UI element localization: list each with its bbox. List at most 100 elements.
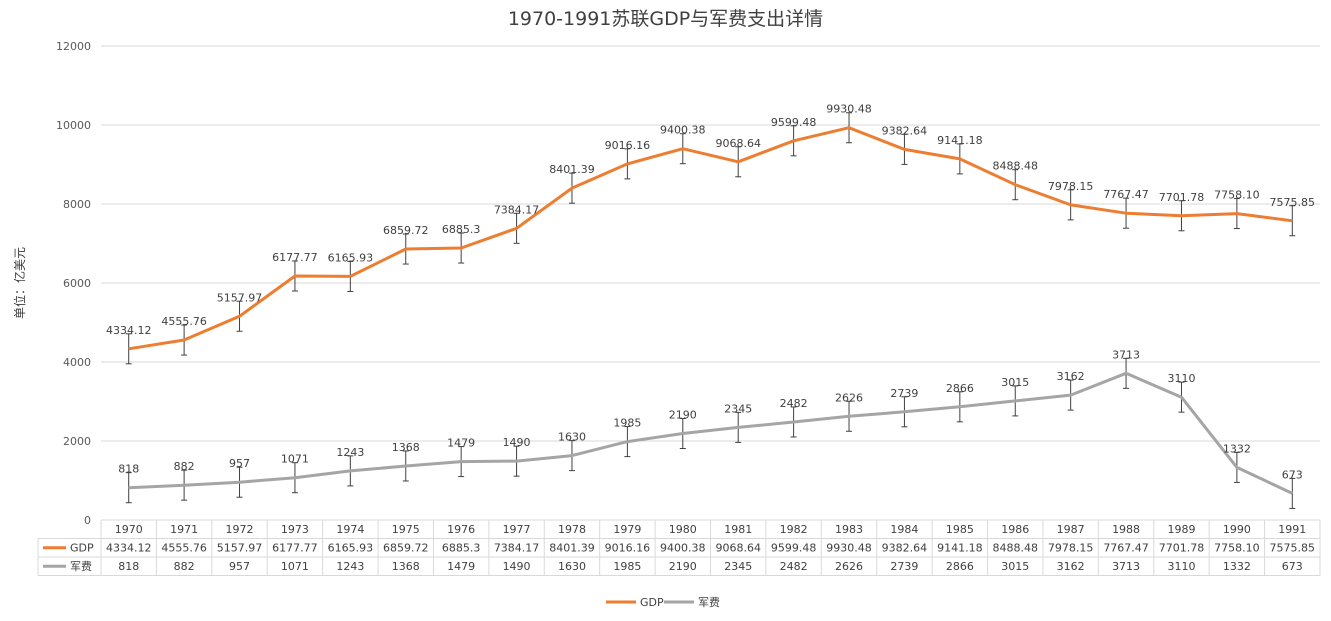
data-label-1-20: 1332 [1223, 442, 1251, 455]
data-label-0-4: 6165.93 [328, 251, 374, 264]
table-cell-1-8: 1630 [558, 560, 586, 573]
legend-label-0: GDP [640, 596, 664, 609]
table-cell-1-19: 3110 [1167, 560, 1195, 573]
y-tick-label-12000: 12000 [56, 40, 91, 53]
y-tick-label-6000: 6000 [63, 277, 91, 290]
table-cell-0-12: 9599.48 [771, 542, 817, 555]
data-label-1-9: 1985 [613, 417, 641, 430]
table-cell-1-21: 673 [1282, 560, 1303, 573]
table-cell-0-4: 6165.93 [328, 542, 374, 555]
data-label-0-15: 9141.18 [937, 134, 983, 147]
table-cell-0-16: 8488.48 [993, 542, 1039, 555]
data-label-0-12: 9599.48 [771, 116, 817, 129]
data-label-0-19: 7701.78 [1159, 191, 1205, 204]
table-cell-1-11: 2345 [724, 560, 752, 573]
data-label-1-1: 882 [174, 460, 195, 473]
table-cell-0-20: 7758.10 [1214, 542, 1260, 555]
data-label-1-16: 3015 [1001, 376, 1029, 389]
data-label-1-2: 957 [229, 457, 250, 470]
x-tick-label-1988: 1988 [1112, 523, 1140, 536]
x-tick-label-1989: 1989 [1167, 523, 1195, 536]
x-tick-label-1982: 1982 [780, 523, 808, 536]
table-cell-0-19: 7701.78 [1159, 542, 1205, 555]
data-label-0-5: 6859.72 [383, 224, 429, 237]
x-tick-label-1978: 1978 [558, 523, 586, 536]
data-label-1-17: 3162 [1057, 370, 1085, 383]
table-cell-1-4: 1243 [336, 560, 364, 573]
x-tick-label-1975: 1975 [392, 523, 420, 536]
table-cell-0-0: 4334.12 [106, 542, 152, 555]
table-cell-1-16: 3015 [1001, 560, 1029, 573]
data-label-1-5: 1368 [392, 441, 420, 454]
x-tick-label-1972: 1972 [226, 523, 254, 536]
x-tick-label-1986: 1986 [1001, 523, 1029, 536]
table-cell-1-15: 2866 [946, 560, 974, 573]
x-tick-label-1977: 1977 [503, 523, 531, 536]
x-tick-label-1973: 1973 [281, 523, 309, 536]
table-cell-0-2: 5157.97 [217, 542, 263, 555]
x-tick-label-1991: 1991 [1278, 523, 1306, 536]
data-label-1-10: 2190 [669, 408, 697, 421]
x-tick-label-1983: 1983 [835, 523, 863, 536]
table-cell-0-5: 6859.72 [383, 542, 429, 555]
table-cell-1-1: 882 [174, 560, 195, 573]
data-label-0-14: 9382.64 [882, 124, 928, 137]
data-label-0-8: 8401.39 [549, 163, 595, 176]
x-tick-label-1979: 1979 [613, 523, 641, 536]
table-cell-0-15: 9141.18 [937, 542, 983, 555]
table-cell-1-13: 2626 [835, 560, 863, 573]
y-tick-label-0: 0 [84, 514, 91, 527]
table-cell-1-7: 1490 [503, 560, 531, 573]
table-cell-0-1: 4555.76 [161, 542, 207, 555]
data-label-0-17: 7978.15 [1048, 180, 1094, 193]
data-label-0-9: 9016.16 [605, 139, 651, 152]
data-label-0-10: 9400.38 [660, 124, 706, 137]
data-label-1-14: 2739 [890, 387, 918, 400]
series-line-0 [128, 126, 1293, 351]
table-cell-1-12: 2482 [780, 560, 808, 573]
data-label-1-4: 1243 [336, 446, 364, 459]
data-label-0-2: 5157.97 [217, 291, 263, 304]
data-label-1-8: 1630 [558, 431, 586, 444]
y-axis-label: 单位：亿美元 [12, 247, 27, 319]
table-cell-0-8: 8401.39 [549, 542, 595, 555]
table-series-name-1: 军费 [70, 560, 92, 573]
table-cell-1-17: 3162 [1057, 560, 1085, 573]
data-label-0-7: 7384.17 [494, 203, 540, 216]
table-cell-1-10: 2190 [669, 560, 697, 573]
data-label-0-21: 7575.85 [1270, 196, 1316, 209]
table-cell-1-18: 3713 [1112, 560, 1140, 573]
table-cell-0-11: 9068.64 [715, 542, 761, 555]
x-tick-label-1984: 1984 [890, 523, 918, 536]
table-cell-1-2: 957 [229, 560, 250, 573]
data-label-0-6: 6885.3 [442, 223, 481, 236]
data-label-1-15: 2866 [946, 382, 974, 395]
data-label-1-6: 1479 [447, 437, 475, 450]
table-cell-0-18: 7767.47 [1103, 542, 1149, 555]
series-line-1 [128, 371, 1293, 495]
y-tick-label-8000: 8000 [63, 198, 91, 211]
table-cell-0-17: 7978.15 [1048, 542, 1094, 555]
chart-title: 1970-1991苏联GDP与军费支出详情 [507, 8, 824, 30]
table-cell-1-9: 1985 [613, 560, 641, 573]
x-tick-label-1976: 1976 [447, 523, 475, 536]
x-tick-label-1974: 1974 [336, 523, 364, 536]
y-tick-label-2000: 2000 [63, 435, 91, 448]
table-cell-0-14: 9382.64 [882, 542, 928, 555]
data-label-1-7: 1490 [503, 436, 531, 449]
data-label-1-12: 2482 [780, 397, 808, 410]
legend-label-1: 军费 [698, 596, 720, 609]
y-tick-label-4000: 4000 [63, 356, 91, 369]
table-cell-0-13: 9930.48 [826, 542, 872, 555]
table-series-name-0: GDP [70, 542, 94, 555]
data-label-0-3: 6177.77 [272, 251, 318, 264]
table-cell-0-9: 9016.16 [605, 542, 651, 555]
table-cell-0-7: 7384.17 [494, 542, 540, 555]
table-cell-0-21: 7575.85 [1270, 542, 1316, 555]
data-label-0-11: 9068.64 [715, 137, 761, 150]
table-cell-1-0: 818 [118, 560, 139, 573]
x-tick-label-1987: 1987 [1057, 523, 1085, 536]
x-tick-label-1990: 1990 [1223, 523, 1251, 536]
data-label-1-0: 818 [118, 463, 139, 476]
